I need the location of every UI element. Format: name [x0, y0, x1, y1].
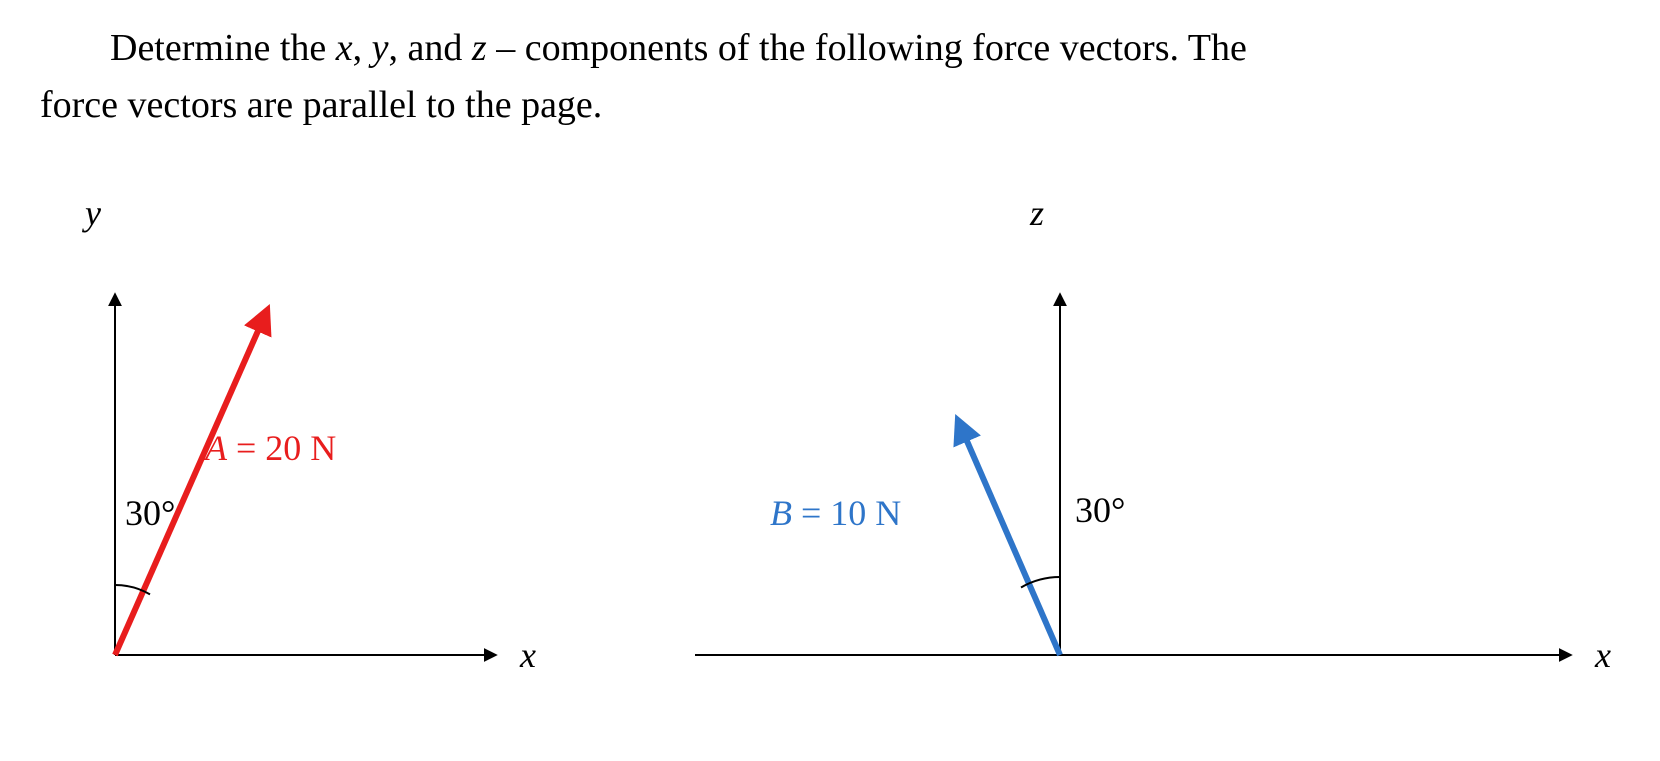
- diagram-b: z x 30° B = 10 N: [695, 193, 1611, 675]
- problem-statement: Determine the x, y, and z – components o…: [40, 20, 1600, 134]
- prompt-sep2: , and: [389, 27, 472, 69]
- diagram-a: y x 30° A = 20 N: [82, 193, 536, 675]
- prompt-part-1: Determine the: [110, 27, 336, 69]
- prompt-z: z: [472, 27, 487, 69]
- angle-label-a: 30°: [125, 493, 175, 533]
- axis-y-label: y: [82, 193, 101, 233]
- diagrams-container: y x 30° A = 20 N z x 30° B = 10 N: [0, 180, 1660, 740]
- diagrams-svg: y x 30° A = 20 N z x 30° B = 10 N: [0, 180, 1660, 740]
- prompt-x: x: [336, 27, 353, 69]
- prompt-sep1: ,: [353, 27, 372, 69]
- prompt-y: y: [372, 27, 389, 69]
- axis-z-label: z: [1029, 193, 1044, 233]
- angle-label-b: 30°: [1075, 490, 1125, 530]
- axis-x-label: x: [519, 635, 536, 675]
- vector-b-label: B = 10 N: [770, 493, 901, 533]
- vector-a-label: A = 20 N: [203, 428, 336, 468]
- vector-a: [115, 315, 265, 655]
- vector-b: [960, 425, 1060, 655]
- axis-x-label-b: x: [1594, 635, 1611, 675]
- prompt-part-2: – components of the following force vect…: [487, 27, 1247, 69]
- prompt-line-2: force vectors are parallel to the page.: [40, 84, 602, 126]
